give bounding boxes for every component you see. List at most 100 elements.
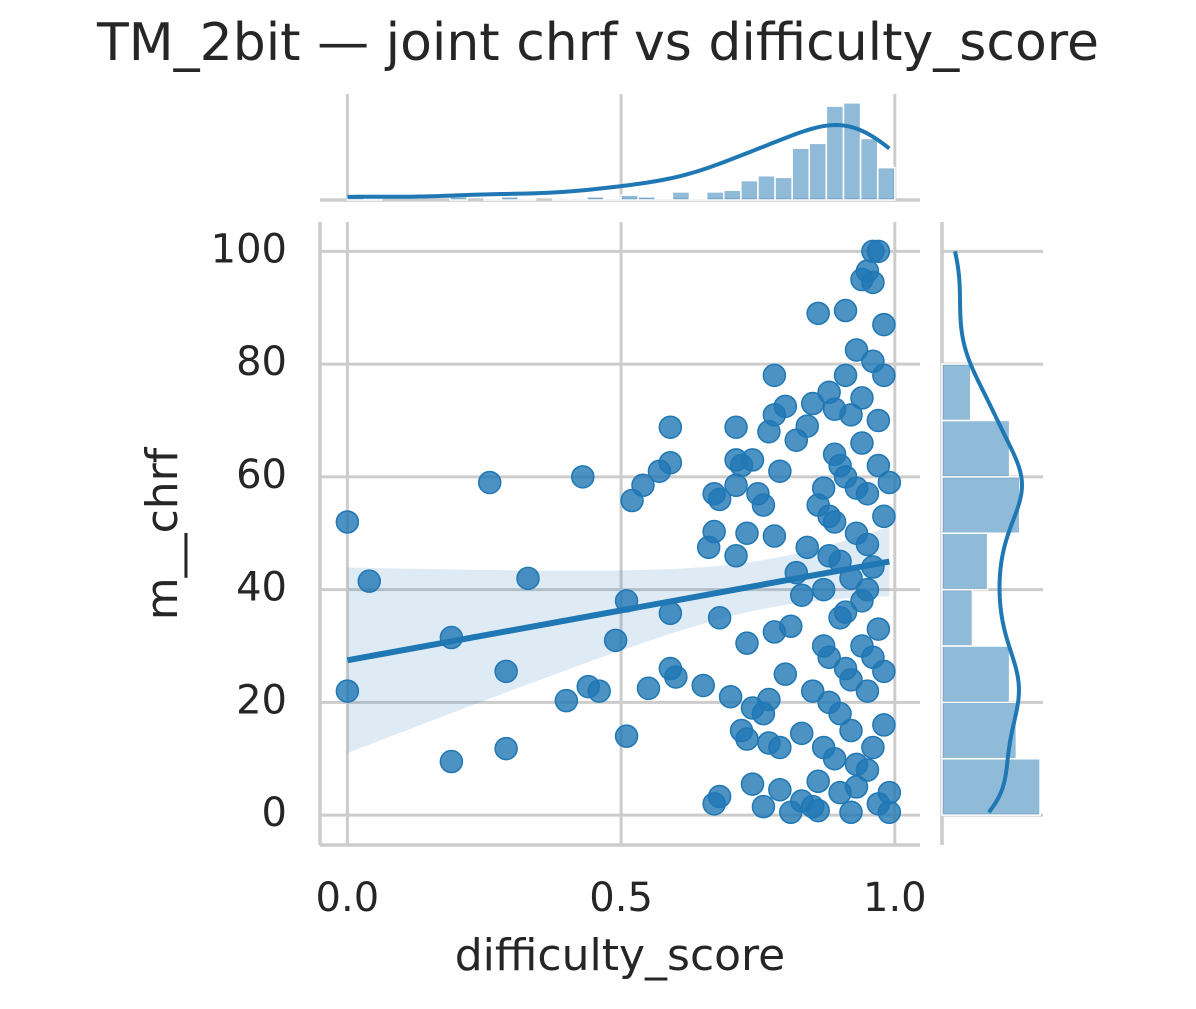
scatter-point bbox=[795, 535, 819, 560]
y-tick-label: 80 bbox=[236, 339, 287, 385]
scatter-point bbox=[866, 453, 891, 478]
scatter-point bbox=[839, 800, 863, 825]
scatter-point bbox=[877, 780, 902, 805]
scatter-point bbox=[877, 470, 902, 495]
scatter-point bbox=[614, 724, 639, 748]
x-hist-bar bbox=[774, 176, 793, 201]
scatter-point bbox=[861, 270, 885, 295]
scatter-point bbox=[762, 363, 787, 388]
scatter-point bbox=[806, 493, 830, 517]
scatter-point bbox=[790, 583, 814, 607]
x-kde-curve bbox=[347, 122, 891, 199]
x-hist-bar bbox=[688, 197, 708, 201]
scatter-point bbox=[800, 679, 825, 703]
scatter-point bbox=[850, 431, 874, 455]
scatter-point bbox=[768, 777, 792, 802]
scatter-point bbox=[658, 450, 683, 475]
x-hist-bar bbox=[569, 197, 588, 201]
x-hist-bar bbox=[808, 142, 828, 201]
x-hist-bar bbox=[705, 191, 725, 201]
scatter-point bbox=[817, 645, 841, 670]
scatter-point bbox=[439, 749, 464, 774]
scatter-point bbox=[817, 544, 841, 568]
scatter-point bbox=[811, 735, 836, 760]
scatter-point bbox=[839, 668, 863, 692]
scatter-point bbox=[751, 794, 776, 819]
x-hist-bar bbox=[859, 137, 879, 201]
scatter-point bbox=[735, 631, 759, 655]
x-hist-bar bbox=[551, 197, 571, 201]
scatter-point bbox=[828, 453, 852, 478]
scatter-point bbox=[844, 476, 869, 500]
y-hist-bar bbox=[941, 701, 1018, 760]
x-tick-label: 0.5 bbox=[589, 875, 653, 921]
y-hist-bar bbox=[941, 645, 1011, 704]
scatter-point bbox=[806, 769, 830, 794]
y-hist-bar bbox=[941, 588, 974, 647]
y-kde-curve bbox=[953, 250, 1025, 814]
y-axis-label: m__chrf bbox=[137, 446, 188, 620]
y-hist-bar bbox=[941, 757, 1041, 816]
scatter-point bbox=[757, 687, 781, 712]
scatter-point bbox=[861, 645, 885, 670]
scatter-point bbox=[724, 473, 748, 498]
scatter-point bbox=[702, 519, 726, 544]
scatter-point bbox=[614, 589, 639, 613]
scatter-point bbox=[861, 555, 885, 579]
y-hist-bar bbox=[941, 419, 1011, 478]
y-tick-label: 40 bbox=[236, 565, 287, 611]
y-tick-label: 60 bbox=[236, 452, 287, 498]
scatter-point bbox=[795, 414, 819, 438]
scatter-point bbox=[494, 659, 518, 684]
scatter-point bbox=[735, 727, 759, 751]
x-hist-bar bbox=[722, 189, 742, 201]
scatter-point bbox=[707, 784, 732, 809]
x-hist-bar bbox=[620, 194, 639, 201]
x-tick-label: 0.0 bbox=[316, 875, 380, 921]
scatter-point bbox=[335, 510, 360, 534]
scatter-point bbox=[811, 577, 836, 602]
scatter-point bbox=[439, 625, 464, 650]
scatter-point bbox=[707, 606, 732, 630]
scatter-point bbox=[664, 665, 688, 689]
chart-title: TM_2bit — joint chrf vs difficulty_score bbox=[96, 13, 1099, 73]
scatter-point bbox=[833, 600, 858, 624]
y-hist-bar bbox=[941, 532, 989, 591]
scatter-point bbox=[587, 679, 611, 703]
scatter-point bbox=[866, 617, 891, 641]
scatter-point bbox=[850, 386, 874, 410]
scatter-point bbox=[806, 798, 830, 823]
scatter-point bbox=[839, 566, 863, 591]
scatter-point bbox=[691, 673, 715, 698]
scatter-point bbox=[477, 470, 502, 495]
scatter-point bbox=[707, 487, 732, 512]
x-tick-label: 1.0 bbox=[863, 875, 927, 921]
scatter-point bbox=[822, 397, 847, 421]
scatter-point bbox=[773, 394, 798, 419]
scatter-point bbox=[740, 772, 765, 796]
scatter-point bbox=[571, 465, 595, 489]
scatter-point bbox=[855, 577, 880, 602]
scatter-point bbox=[751, 493, 776, 517]
x-axis-label: difficulty_score bbox=[455, 930, 786, 981]
x-hist-bar bbox=[876, 166, 896, 201]
scatter-point bbox=[658, 415, 683, 439]
scatter-point bbox=[631, 473, 655, 498]
scatter-point bbox=[779, 614, 803, 638]
x-hist-bar bbox=[603, 197, 622, 201]
scatter-point bbox=[833, 363, 858, 388]
scatter-point bbox=[762, 524, 787, 548]
scatter-point bbox=[790, 721, 814, 746]
y-hist-bar bbox=[941, 363, 972, 422]
scatter-point bbox=[800, 391, 825, 416]
scatter-point bbox=[335, 679, 360, 703]
scatter-point bbox=[554, 688, 579, 713]
scatter-point bbox=[844, 752, 869, 777]
scatter-point bbox=[866, 408, 891, 433]
scatter-point bbox=[806, 301, 830, 326]
scatter-point bbox=[636, 676, 661, 701]
x-hist-bar bbox=[757, 174, 776, 201]
scatter-point bbox=[833, 298, 858, 323]
scatter-point bbox=[768, 735, 792, 760]
